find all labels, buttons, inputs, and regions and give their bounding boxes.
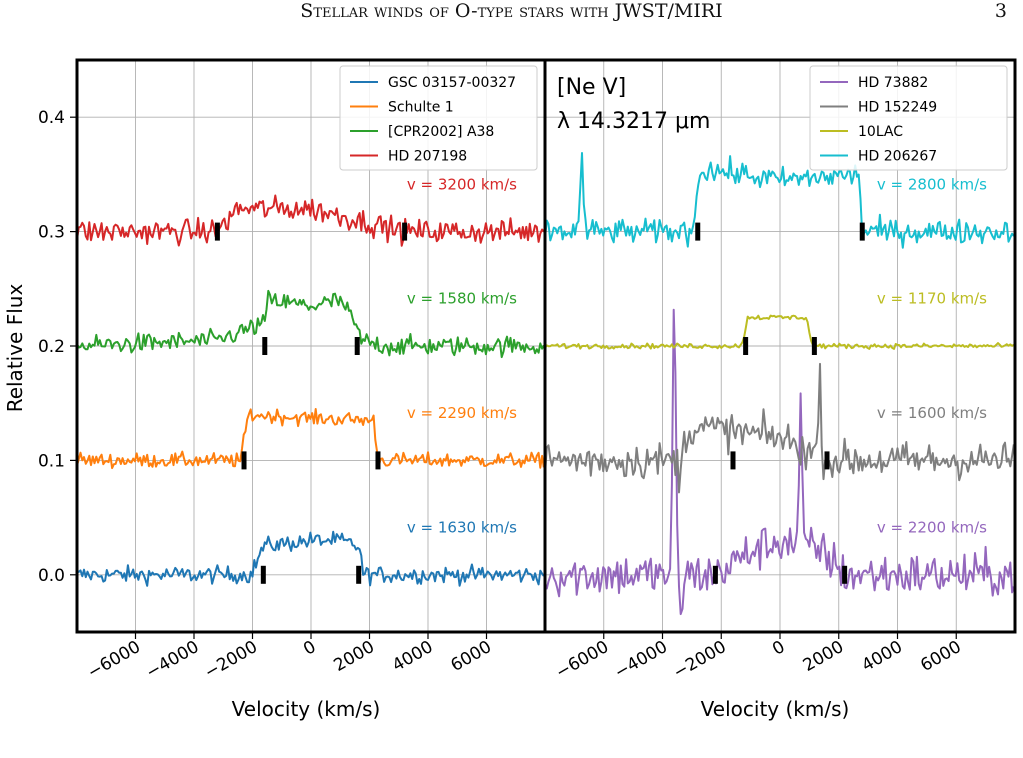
y-tick-label: 0.4	[38, 108, 65, 128]
vinf-marker	[214, 222, 220, 241]
vinf-marker	[695, 222, 701, 241]
vinf-marker	[859, 222, 865, 241]
series-group	[545, 152, 1015, 616]
series-line-schulte-1	[77, 408, 545, 470]
x-tick-label: 4000	[389, 637, 436, 676]
panel-right: v = 2200 km/s v = 1600 km/s v = 1170 km/s v…	[543, 58, 1017, 721]
series-line-gsc-03157-00327	[77, 530, 545, 587]
x-tick-label: 0	[769, 637, 788, 660]
x-tick-label: −6000	[84, 637, 144, 683]
vinf-marker	[842, 565, 848, 584]
series-line-hd-206267	[545, 152, 1015, 249]
legend-box	[809, 65, 1008, 171]
vinf-marker	[402, 222, 408, 241]
y-tick-label: 0.0	[38, 566, 65, 586]
ion-label: [Ne V]	[557, 75, 626, 100]
series-line-hd-207198	[77, 194, 545, 247]
x-tick-label: −6000	[552, 637, 612, 683]
vinf-marker	[811, 337, 817, 355]
vinf-label: v = 3200 km/s	[407, 175, 517, 193]
vinf-marker	[356, 565, 362, 584]
y-axis-title: Relative Flux	[3, 284, 27, 413]
vinf-marker	[241, 451, 247, 470]
vinf-marker	[743, 337, 749, 355]
vinf-marker	[824, 451, 830, 470]
legend-entry: HD 73882	[858, 75, 928, 91]
x-tick-label: 0	[300, 637, 319, 660]
vinf-label: v = 1630 km/s	[407, 518, 517, 536]
legend-box	[339, 65, 538, 171]
page-header: Stellar winds of O-type stars with JWST/…	[0, 0, 1023, 40]
legend: HD 73882 HD 152249 10LAC HD 206267	[809, 65, 1008, 171]
vinf-label: v = 1600 km/s	[877, 404, 987, 422]
wavelength-label: λ 14.3217 μm	[557, 109, 710, 134]
x-tick-label: 6000	[448, 637, 495, 676]
x-tick-label: −2000	[201, 637, 261, 683]
page-number: 3	[994, 0, 1007, 22]
legend-entry: HD 206267	[858, 149, 937, 165]
legend-entry: HD 207198	[388, 149, 467, 165]
series-line-hd-73882	[545, 308, 1015, 616]
series-group	[77, 194, 545, 587]
x-tick-label: 6000	[917, 637, 964, 676]
x-tick-label: 2000	[800, 637, 847, 676]
legend-entry: [CPR2002] A38	[388, 124, 494, 140]
vinf-label: v = 1580 km/s	[407, 290, 517, 308]
legend-entry: GSC 03157-00327	[388, 75, 516, 91]
vinf-label: v = 2800 km/s	[877, 175, 987, 193]
x-axis-title: Velocity (km/s)	[232, 697, 381, 721]
y-tick-label: 0.3	[38, 223, 65, 243]
y-tick-label: 0.1	[38, 451, 65, 471]
vinf-marker	[375, 451, 381, 470]
vinf-label: v = 2200 km/s	[877, 518, 987, 536]
x-tick-label: 4000	[859, 637, 906, 676]
vinf-label: v = 2290 km/s	[407, 404, 517, 422]
series-line--cpr2002-a38	[77, 289, 545, 359]
panel-left: v = 1630 km/s v = 2290 km/s v = 1580 km/s v…	[38, 58, 547, 721]
vinf-marker	[354, 337, 360, 355]
x-tick-label: −2000	[670, 637, 730, 683]
running-title: Stellar winds of O-type stars with JWST/…	[300, 0, 723, 22]
vinf-marker	[730, 451, 736, 470]
series-line-10lac	[545, 314, 1015, 350]
y-axis-title-group: Relative Flux	[3, 284, 27, 413]
x-tick-label: 2000	[331, 637, 378, 676]
legend-entry: HD 152249	[858, 100, 937, 116]
vinf-marker	[712, 565, 718, 584]
legend: GSC 03157-00327 Schulte 1 [CPR2002] A38 HD …	[339, 65, 538, 171]
legend-entry: 10LAC	[858, 124, 903, 140]
vinf-marker	[260, 565, 266, 584]
x-tick-label: −4000	[143, 637, 203, 683]
vinf-marker	[262, 337, 268, 355]
legend-entry: Schulte 1	[388, 100, 454, 116]
x-axis-title: Velocity (km/s)	[701, 697, 850, 721]
series-line-hd-152249	[545, 362, 1015, 494]
vinf-label: v = 1170 km/s	[877, 290, 987, 308]
x-tick-label: −4000	[611, 637, 671, 683]
y-tick-label: 0.2	[38, 337, 65, 357]
panels: v = 1630 km/s v = 2290 km/s v = 1580 km/s v…	[38, 58, 1017, 721]
